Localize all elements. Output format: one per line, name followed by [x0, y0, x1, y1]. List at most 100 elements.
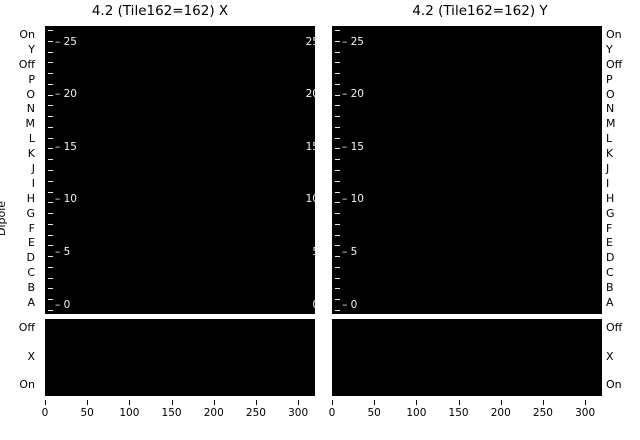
panel-x-xtick-150: 150 — [161, 407, 182, 419]
panel-x-inner-ytick-25: – 25 — [55, 35, 77, 48]
panel-y-xtick-50: 50 — [367, 407, 381, 419]
inner-minor-tick — [335, 223, 340, 225]
category-label-y-17: B — [606, 281, 614, 295]
panel-x-xtick-250: 250 — [245, 407, 266, 419]
category-label-x-1: Y — [28, 42, 35, 56]
category-label-y-20: X — [606, 349, 614, 363]
inner-minor-tick — [335, 234, 340, 236]
category-label-y-4: O — [606, 87, 615, 101]
inner-minor-tick — [48, 73, 53, 75]
category-label-x-17: B — [27, 281, 35, 295]
category-label-y-2: Off — [606, 57, 623, 71]
category-label-y-9: J — [606, 162, 610, 175]
panel-y: 4.2 (Tile162=162) Y On Y Off P O N M L K J I H G F E D C… — [320, 0, 640, 440]
inner-minor-tick — [48, 299, 53, 301]
category-label-x-10: I — [31, 176, 35, 190]
inner-minor-tick — [48, 256, 53, 258]
category-label-y-11: H — [606, 191, 615, 205]
category-label-x-7: L — [28, 132, 35, 146]
panel-y-inner-ytick-10: – 10 — [342, 193, 364, 206]
panel-y-xtick-300: 300 — [575, 407, 596, 419]
inner-minor-tick — [335, 105, 340, 107]
x-tick-mark — [298, 400, 300, 405]
category-label-y-7: L — [606, 132, 613, 146]
panel-y-xtick-100: 100 — [406, 407, 427, 419]
inner-minor-tick — [48, 83, 53, 85]
panel-x-inner-ytick-right-15: 15 — [305, 140, 315, 153]
category-label-x-21: On — [19, 378, 35, 391]
panel-x-inner-ytick-0: – 0 — [55, 298, 71, 311]
inner-minor-tick — [335, 126, 340, 128]
panel-x-inner-ytick-20: – 20 — [55, 88, 77, 101]
panel-y-axes[interactable]: – 25 – 20 – 15 – 10 – 5 – 0 — [332, 26, 602, 396]
panel-x-inner-ytick-15: – 15 — [55, 140, 77, 153]
inner-minor-tick — [48, 126, 53, 128]
panel-x-lower-subaxes[interactable] — [45, 319, 315, 396]
panel-x-inner-ytick-right-25: 25 — [305, 35, 315, 48]
panel-y-upper-subaxes[interactable]: – 25 – 20 – 15 – 10 – 5 – 0 — [332, 26, 602, 314]
panel-x-x-axis: 0 50 100 150 200 250 300 — [42, 396, 315, 436]
category-label-x-4: O — [26, 87, 35, 101]
panel-x-inner-ytick-right-0: 0 — [312, 300, 315, 311]
category-label-y-21: On — [606, 378, 622, 391]
x-tick-mark — [213, 400, 215, 405]
inner-minor-tick — [48, 223, 53, 225]
inner-minor-tick — [335, 256, 340, 258]
category-label-y-1: Y — [606, 42, 613, 56]
panel-x-title: 4.2 (Tile162=162) X — [91, 3, 229, 19]
panel-x: 4.2 (Tile162=162) X On Y Off P O N M L K J I H G F E D C… — [18, 3, 315, 436]
inner-minor-tick — [48, 51, 53, 53]
category-label-y-19: Off — [606, 321, 623, 334]
category-label-y-15: D — [606, 251, 615, 265]
inner-minor-tick — [335, 299, 340, 301]
panel-y-title: 4.2 (Tile162=162) Y — [412, 3, 548, 19]
category-label-y-14: E — [606, 236, 613, 250]
x-tick-mark — [45, 400, 46, 405]
inner-minor-tick — [335, 116, 340, 118]
x-tick-mark — [374, 400, 376, 405]
category-label-y-16: C — [606, 266, 614, 280]
inner-minor-tick — [335, 180, 340, 182]
panel-x-inner-ytick-right-10: 10 — [305, 193, 315, 206]
x-tick-mark — [255, 400, 257, 405]
inner-minor-tick — [335, 277, 340, 279]
inner-minor-tick — [48, 213, 53, 215]
inner-minor-tick — [335, 191, 340, 193]
x-tick-mark — [129, 400, 131, 405]
x-tick-mark — [458, 400, 460, 405]
inner-minor-tick — [335, 170, 340, 171]
inner-minor-tick — [48, 116, 53, 118]
inner-minor-tick — [48, 234, 53, 236]
x-tick-mark — [585, 400, 587, 405]
inner-minor-tick — [335, 51, 340, 53]
category-label-x-19: Off — [18, 321, 35, 334]
category-label-y-6: M — [606, 117, 616, 131]
x-tick-mark — [332, 400, 333, 405]
inner-minor-tick — [335, 245, 340, 247]
panel-x-axes[interactable]: – 25 – 20 – 15 – 10 – 5 – 0 25 20 15 10 5 0 — [45, 26, 315, 396]
panel-y-inner-ytick-20: – 20 — [342, 88, 364, 101]
inner-minor-tick — [48, 266, 53, 268]
inner-minor-tick — [48, 105, 53, 107]
panel-y-lower-subaxes[interactable] — [332, 319, 602, 396]
panel-x-upper-subaxes[interactable]: – 25 – 20 – 15 – 10 – 5 – 0 25 20 15 10 5 0 — [45, 26, 315, 314]
inner-minor-tick — [48, 148, 53, 150]
inner-minor-tick — [335, 73, 340, 75]
category-label-x-16: C — [27, 266, 35, 280]
inner-minor-tick — [335, 94, 340, 96]
category-label-y-13: F — [606, 221, 613, 235]
category-label-x-6: M — [25, 117, 36, 131]
panel-y-x-axis: 0 50 100 150 200 250 300 — [329, 396, 602, 436]
panel-y-category-axis-right: On Y Off P O N M L K J I H G F E D C B A Off X On — [600, 26, 640, 396]
category-label-y-12: G — [606, 206, 615, 220]
panel-y-inner-ytick-25: – 25 — [342, 35, 364, 48]
category-label-x-11: H — [26, 191, 35, 205]
category-label-x-18: A — [27, 296, 35, 309]
panel-y-inner-ytick-15: – 15 — [342, 140, 364, 153]
inner-minor-tick — [335, 40, 340, 42]
inner-minor-tick — [48, 202, 53, 204]
inner-minor-tick — [48, 170, 53, 171]
category-label-x-3: P — [28, 72, 35, 86]
panel-x-inner-ytick-right-20: 20 — [305, 88, 315, 101]
category-label-y-10: I — [606, 176, 610, 190]
